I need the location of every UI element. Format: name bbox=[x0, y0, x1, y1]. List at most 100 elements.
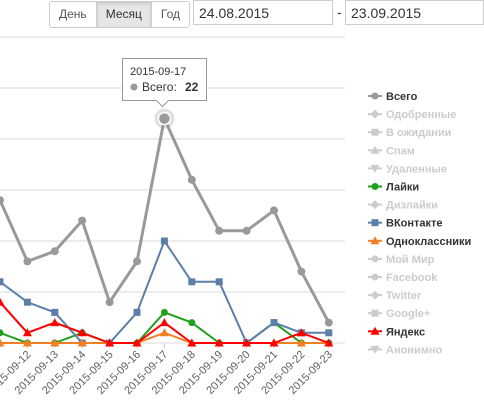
marker bbox=[269, 338, 279, 347]
marker bbox=[325, 329, 333, 337]
marker bbox=[50, 247, 59, 256]
marker bbox=[133, 308, 141, 316]
legend-label: Всего bbox=[386, 91, 418, 103]
hover-marker bbox=[157, 111, 172, 126]
legend-item[interactable]: Яндекс bbox=[368, 326, 425, 338]
marker bbox=[297, 267, 306, 276]
period-button[interactable]: Месяц bbox=[96, 2, 152, 27]
legend-item[interactable]: Анонимно bbox=[368, 344, 442, 356]
legend-label: Одноклассники bbox=[386, 236, 471, 248]
legend-label: Одобренные bbox=[386, 109, 456, 121]
marker bbox=[188, 278, 196, 286]
marker bbox=[215, 226, 224, 235]
marker bbox=[370, 164, 380, 173]
marker bbox=[78, 216, 87, 225]
legend-item[interactable]: Одноклассники bbox=[368, 236, 471, 248]
marker bbox=[370, 236, 380, 245]
marker bbox=[371, 309, 379, 317]
legend-label: Лайки bbox=[386, 182, 419, 194]
marker bbox=[370, 145, 380, 154]
tooltip-value: 22 bbox=[185, 80, 199, 94]
legend-item[interactable]: Спам bbox=[368, 145, 415, 157]
marker bbox=[215, 278, 223, 286]
legend-item[interactable]: Twitter bbox=[368, 290, 422, 302]
legend-label: Google+ bbox=[386, 308, 430, 320]
marker bbox=[370, 290, 380, 300]
marker bbox=[0, 196, 4, 205]
legend-label: Спам bbox=[386, 145, 415, 157]
marker bbox=[371, 273, 379, 281]
legend-label: В ожидании bbox=[386, 127, 451, 139]
legend-label: Анонимно bbox=[386, 344, 442, 356]
marker bbox=[22, 338, 32, 347]
marker bbox=[324, 318, 333, 327]
marker bbox=[0, 297, 5, 306]
legend-label: Мой Мир bbox=[386, 254, 435, 266]
legend-label: ВКонтакте bbox=[386, 218, 443, 230]
marker bbox=[77, 328, 87, 337]
legend-label: Яндекс bbox=[386, 326, 425, 338]
legend-item[interactable]: В ожидании bbox=[368, 127, 451, 139]
marker bbox=[371, 255, 379, 263]
marker bbox=[22, 328, 32, 337]
legend-item[interactable]: Удаленные bbox=[368, 163, 447, 175]
marker bbox=[50, 338, 60, 347]
marker bbox=[0, 329, 4, 337]
marker bbox=[105, 338, 115, 347]
marker bbox=[371, 219, 379, 227]
marker bbox=[187, 338, 197, 347]
period-button[interactable]: День bbox=[50, 2, 97, 27]
marker bbox=[160, 237, 168, 245]
marker bbox=[242, 338, 252, 347]
marker bbox=[50, 318, 60, 327]
legend-item[interactable]: Лайки bbox=[368, 182, 419, 194]
marker bbox=[133, 257, 141, 266]
legend-item[interactable]: Одобренные bbox=[368, 109, 456, 121]
legend-label: Facebook bbox=[386, 272, 438, 284]
period-button[interactable]: Год bbox=[151, 2, 189, 27]
marker bbox=[296, 338, 306, 347]
marker bbox=[371, 183, 379, 190]
marker bbox=[187, 175, 196, 184]
series-line bbox=[0, 311, 329, 344]
marker bbox=[0, 278, 4, 286]
date-separator: - bbox=[337, 4, 342, 20]
marker bbox=[188, 319, 196, 327]
marker bbox=[51, 308, 59, 316]
marker bbox=[270, 206, 278, 215]
marker bbox=[370, 326, 380, 335]
tooltip-date: 2015-09-17 bbox=[130, 66, 186, 78]
legend-item[interactable]: Мой Мир bbox=[368, 254, 435, 266]
marker bbox=[159, 328, 169, 337]
marker bbox=[370, 200, 380, 210]
legend-item[interactable]: Всего bbox=[368, 91, 418, 103]
marker bbox=[242, 226, 251, 235]
legend-item[interactable]: Дизлайки bbox=[368, 200, 438, 212]
legend-label: Дизлайки bbox=[386, 200, 438, 212]
marker bbox=[23, 298, 31, 306]
marker bbox=[160, 308, 168, 316]
marker bbox=[23, 257, 32, 266]
marker bbox=[370, 345, 380, 354]
legend-item[interactable]: ВКонтакте bbox=[368, 218, 443, 230]
tooltip: 2015-09-17 Всего: 22 bbox=[122, 58, 207, 108]
legend-item[interactable]: Facebook bbox=[368, 272, 438, 284]
legend-item[interactable]: Google+ bbox=[368, 308, 430, 320]
marker bbox=[105, 298, 114, 307]
tooltip-box bbox=[122, 58, 207, 108]
tooltip-label: Всего: bbox=[142, 80, 177, 94]
marker bbox=[214, 338, 224, 347]
marker bbox=[270, 319, 278, 327]
marker bbox=[371, 128, 379, 136]
marker bbox=[371, 92, 379, 100]
marker bbox=[132, 338, 142, 347]
date-from[interactable]: 24.08.2015 bbox=[193, 0, 333, 25]
legend-label: Twitter bbox=[386, 290, 422, 302]
marker bbox=[324, 338, 334, 347]
marker bbox=[159, 318, 169, 327]
marker bbox=[77, 338, 87, 347]
marker bbox=[370, 109, 380, 119]
period-buttons: День Месяц Год bbox=[49, 1, 190, 28]
